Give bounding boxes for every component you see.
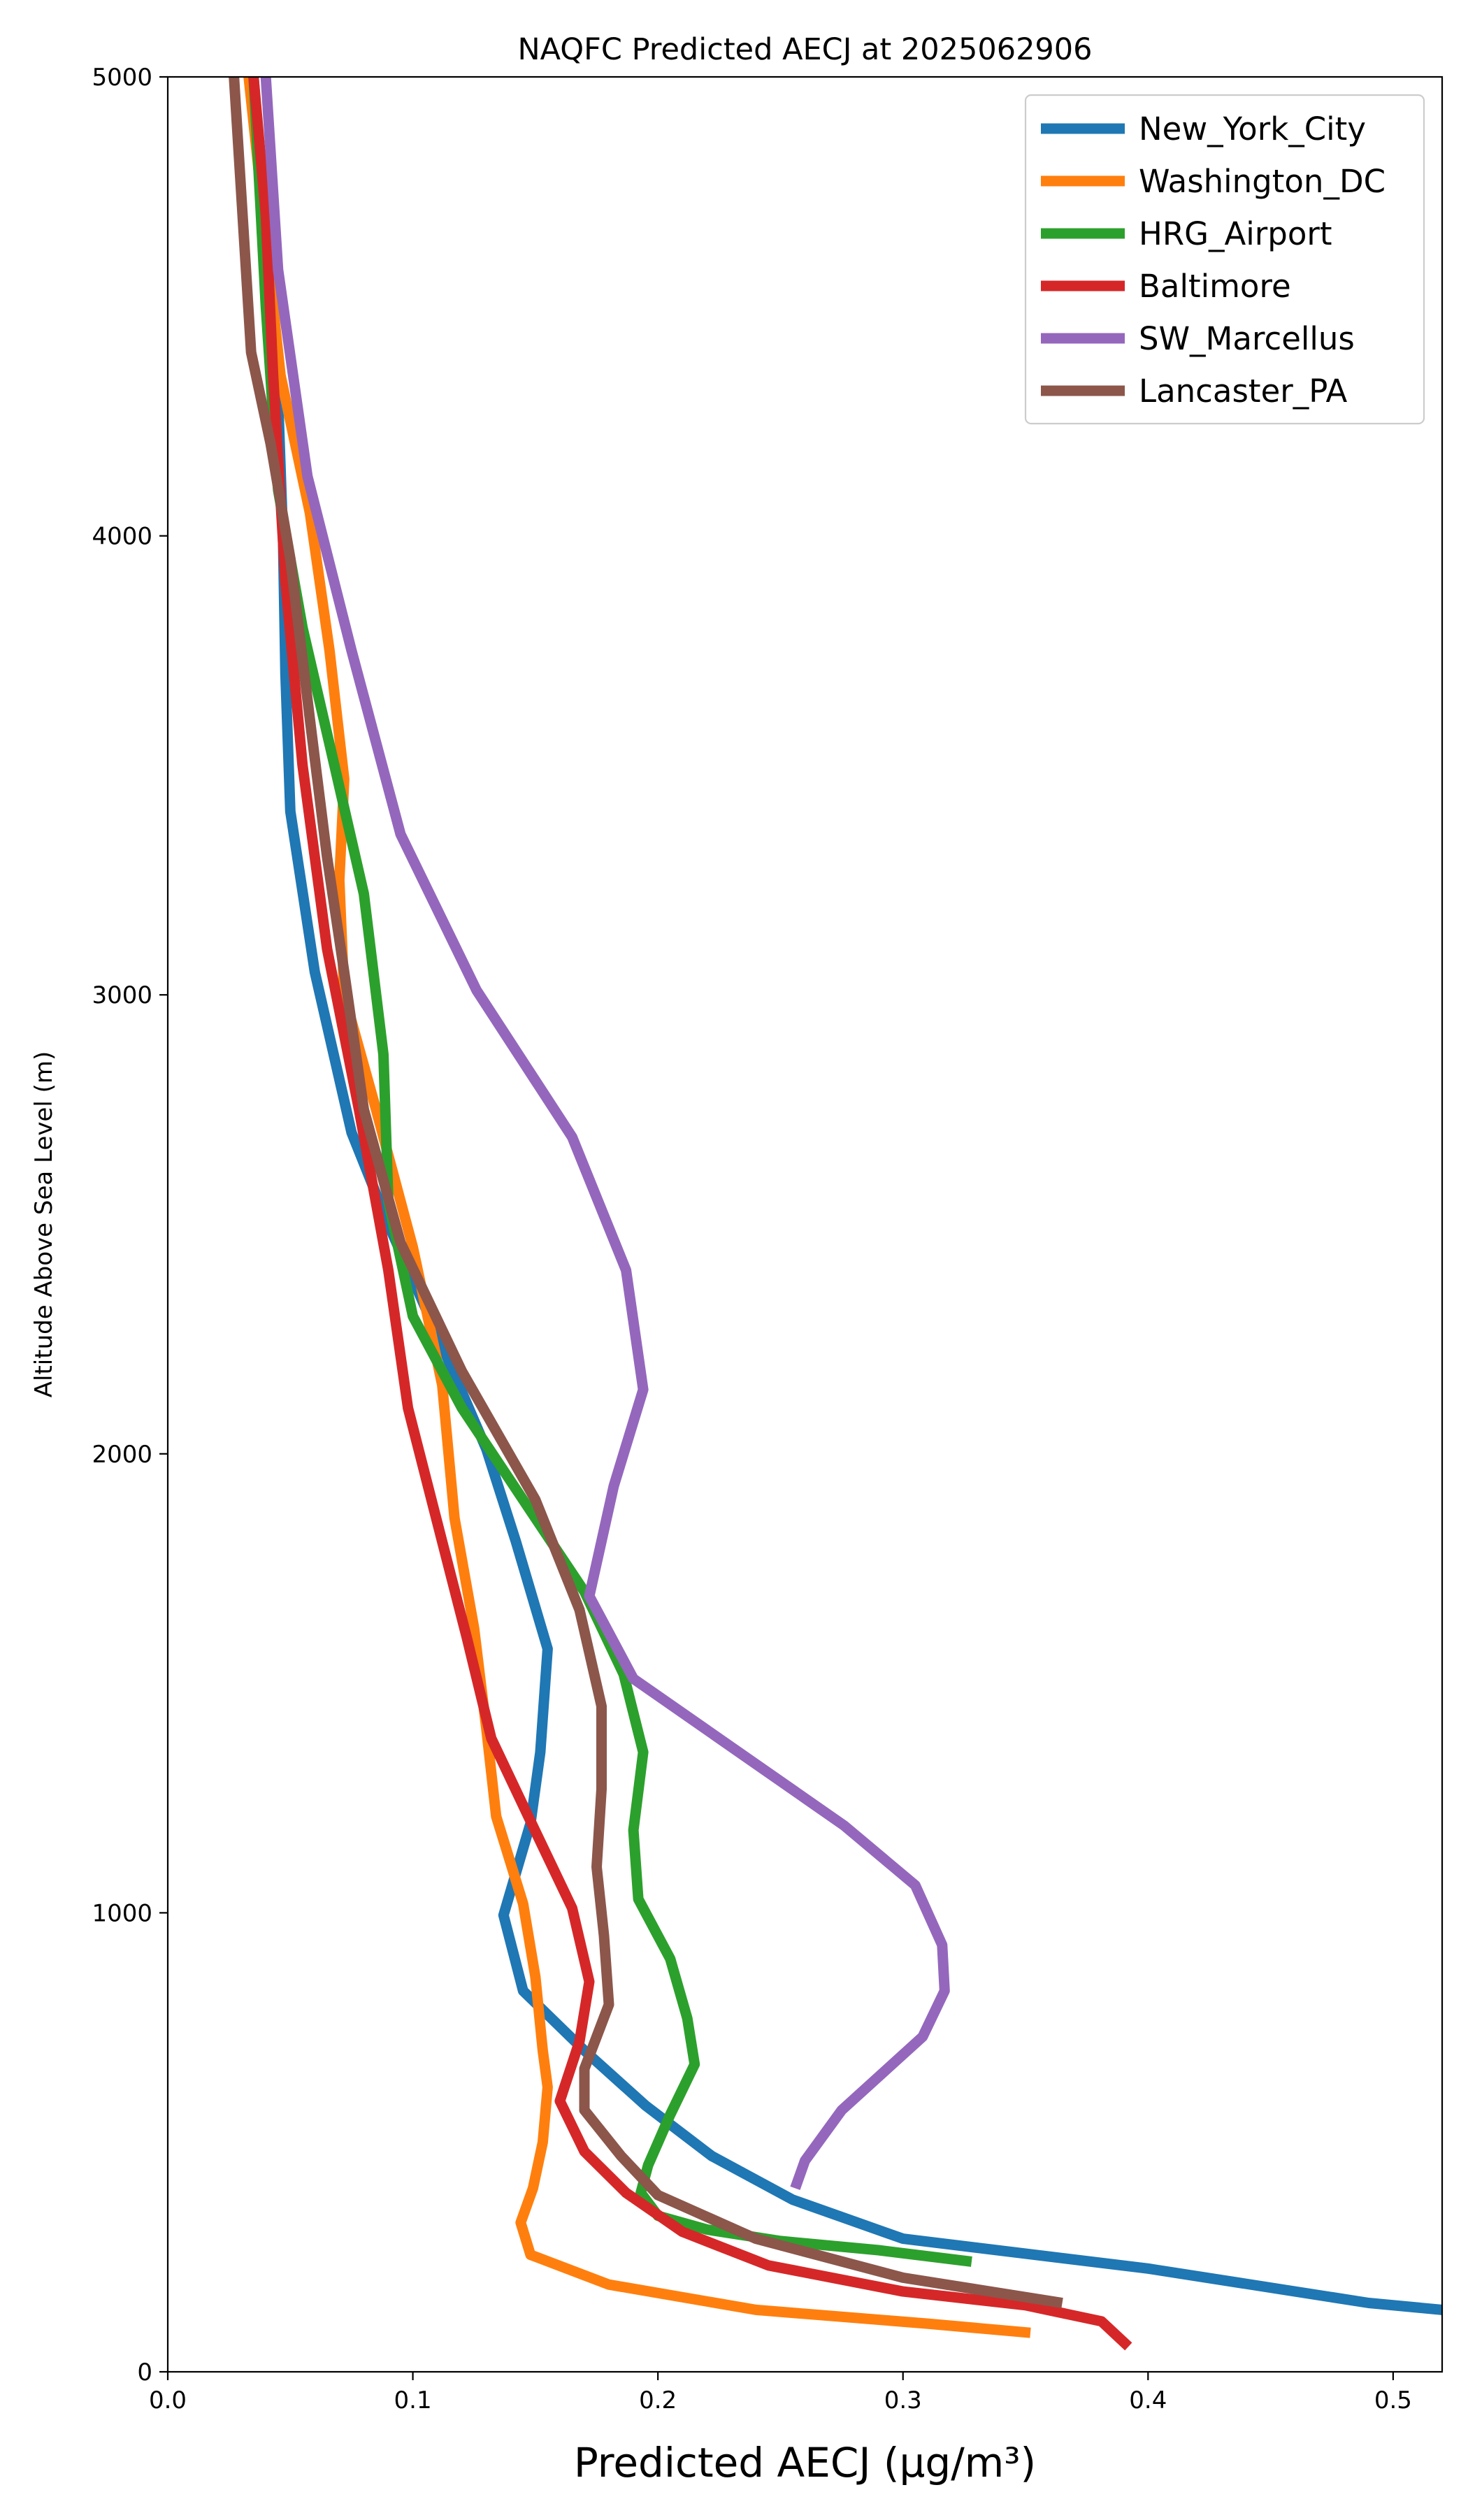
- y-tick-label: 5000: [92, 64, 152, 92]
- y-axis-label: Altitude Above Sea Level (m): [30, 1051, 58, 1398]
- y-tick-label: 1000: [92, 1899, 152, 1927]
- legend-label-hrg-airport: HRG_Airport: [1139, 215, 1332, 252]
- legend-box: [1024, 94, 1425, 425]
- x-tick-label: 0.4: [1129, 2386, 1167, 2414]
- x-tick-label: 0.3: [884, 2386, 922, 2414]
- y-tick-label: 4000: [92, 523, 152, 551]
- series-line-new-york-city: [248, 77, 1442, 2315]
- x-tick-label: 0.5: [1374, 2386, 1412, 2414]
- y-axis: 0 1000 2000 3000 4000 5000: [92, 64, 168, 2386]
- plot-frame: [166, 75, 1444, 2373]
- legend-label-lancaster-pa: Lancaster_PA: [1139, 373, 1348, 410]
- x-tick-label: 0.2: [639, 2386, 677, 2414]
- series-line-sw-marcellus: [260, 77, 950, 2190]
- y-tick-label: 2000: [92, 1441, 152, 1469]
- legend-label-new-york-city: New_York_City: [1139, 110, 1366, 147]
- legend-label-washington-dc: Washington_DC: [1139, 163, 1386, 200]
- x-axis-label: Predicted AECJ (μg/m³): [574, 2439, 1036, 2486]
- chart-title: NAQFC Predicted AECJ at 2025062906: [517, 32, 1092, 67]
- series-line-lancaster-pa: [229, 77, 1063, 2308]
- x-tick-label: 0.1: [394, 2386, 432, 2414]
- y-tick-label: 3000: [92, 981, 152, 1009]
- legend-label-sw-marcellus: SW_Marcellus: [1139, 320, 1355, 357]
- y-tick-label: 0: [137, 2359, 152, 2386]
- x-axis: 0.0 0.1 0.2 0.3 0.4 0.5: [149, 2372, 1412, 2414]
- legend: New_York_City Washington_DC HRG_Airport Bal…: [1024, 94, 1425, 425]
- x-tick-label: 0.0: [149, 2386, 187, 2414]
- series-line-baltimore: [248, 77, 1132, 2351]
- legend-label-baltimore: Baltimore: [1139, 268, 1291, 305]
